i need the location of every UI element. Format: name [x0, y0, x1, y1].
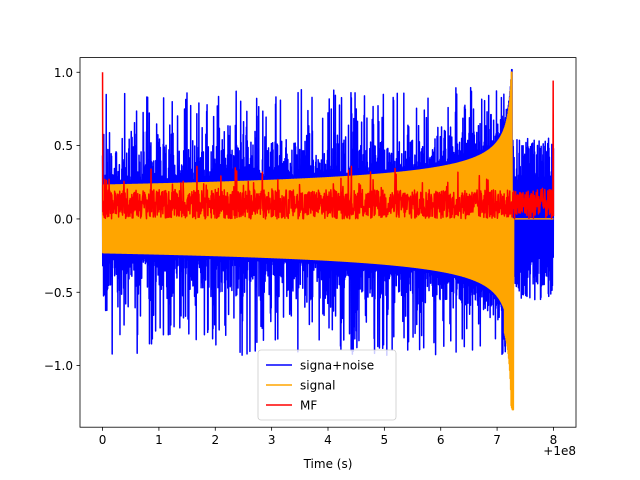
y-tick-label: −0.5: [44, 286, 73, 300]
x-axis-offset-label: +1e8: [543, 444, 576, 458]
y-axis-ticks: −1.0 −0.5 0.0 0.5 1.0: [44, 66, 80, 373]
x-axis-ticks: 0 1 2 3 4 5 6 7 8: [99, 427, 558, 447]
legend: signa+noise signal MF: [257, 349, 397, 421]
x-tick-label: 7: [493, 433, 501, 447]
y-tick-label: 1.0: [54, 66, 73, 80]
legend-entry: signa+noise: [300, 359, 374, 373]
x-tick-label: 3: [268, 433, 276, 447]
series-layer: [101, 68, 555, 411]
y-tick-label: −1.0: [44, 359, 73, 373]
x-tick-label: 8: [550, 433, 558, 447]
x-tick-label: 5: [381, 433, 389, 447]
x-axis-label: Time (s): [303, 457, 353, 471]
y-tick-label: 0.5: [54, 139, 73, 153]
y-tick-label: 0.0: [54, 212, 73, 226]
x-tick-label: 2: [211, 433, 219, 447]
legend-box: [257, 349, 397, 421]
x-tick-label: 1: [155, 433, 163, 447]
x-tick-label: 6: [437, 433, 445, 447]
series-line-signal: [101, 71, 554, 411]
legend-entry: MF: [300, 399, 317, 413]
x-tick-label: 0: [99, 433, 107, 447]
x-tick-label: 4: [324, 433, 332, 447]
legend-entry: signal: [300, 379, 336, 393]
series-line-mf: [101, 72, 555, 220]
